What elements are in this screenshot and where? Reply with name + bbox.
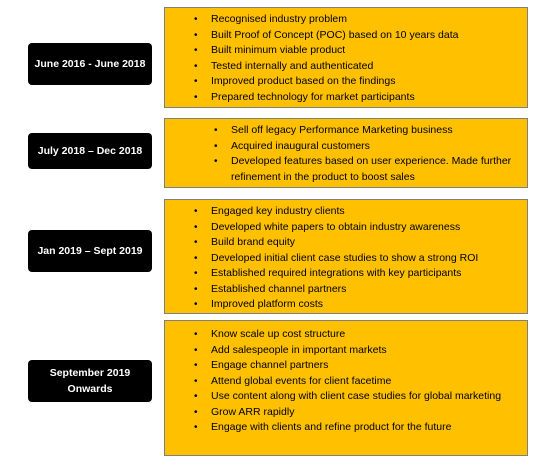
bullet-icon: • xyxy=(194,252,198,264)
bullet-icon: • xyxy=(194,375,198,387)
phase-item-list: • Sell off legacy Performance Marketing b… xyxy=(165,119,527,185)
bullet-icon: • xyxy=(214,140,218,152)
bullet-icon: • xyxy=(214,125,218,136)
phase-box: • Recognised industry problem • Built Proo… xyxy=(164,7,528,108)
bullet-icon: • xyxy=(194,91,198,103)
phase-box: • Know scale up cost structure • Add sales… xyxy=(164,320,528,456)
bullet-icon: • xyxy=(194,344,198,356)
bullet-icon: • xyxy=(194,206,198,217)
bullet-icon: • xyxy=(194,14,198,25)
bullet-icon: • xyxy=(194,237,198,248)
phase-label: September 2019 Onwards xyxy=(28,360,152,402)
bullet-icon: • xyxy=(194,76,198,87)
bullet-icon: • xyxy=(194,60,198,72)
phase-label-text: July 2018 – Dec 2018 xyxy=(37,145,143,157)
phase-item-list: • Engaged key industry clients • Developed… xyxy=(165,200,527,313)
bullet-icon: • xyxy=(214,156,218,167)
list-item: • Developed white papers to obtain indust… xyxy=(194,220,517,236)
bullet-icon: • xyxy=(194,221,198,233)
list-item: • Prepared technology for market particip… xyxy=(194,90,517,106)
list-item: • Grow ARR rapidly xyxy=(194,405,517,421)
list-item: • Know scale up cost structure xyxy=(194,327,517,343)
bullet-icon: • xyxy=(194,360,198,371)
bullet-icon: • xyxy=(194,329,198,340)
list-item: • Add salespeople in important markets xyxy=(194,343,517,359)
phase-box: • Sell off legacy Performance Marketing b… xyxy=(164,118,528,188)
bullet-icon: • xyxy=(194,406,198,418)
list-item: • Built Proof of Concept (POC) based on 1… xyxy=(194,28,517,44)
phase-item-list: • Know scale up cost structure • Add sales… xyxy=(165,321,527,436)
phase-label-text: September 2019 Onwards xyxy=(49,367,131,395)
phase-item-list: • Recognised industry problem • Built Proo… xyxy=(165,8,527,105)
bullet-icon: • xyxy=(194,422,198,433)
bullet-icon: • xyxy=(194,29,198,41)
list-item: • Established channel partners xyxy=(194,282,517,298)
bullet-icon: • xyxy=(194,391,198,402)
bullet-icon: • xyxy=(194,283,198,295)
list-item: • Use content along with client case stud… xyxy=(194,389,517,405)
list-item: • Attend global events for client facetim… xyxy=(194,374,517,390)
bullet-icon: • xyxy=(194,268,198,279)
phase-label: Jan 2019 – Sept 2019 xyxy=(28,230,152,272)
list-item: • Recognised industry problem xyxy=(194,12,517,28)
list-item: • Engage channel partners xyxy=(194,358,517,374)
list-item: • Build brand equity xyxy=(194,235,517,251)
list-item: • Developed initial client case studies t… xyxy=(194,251,517,267)
bullet-icon: • xyxy=(194,299,198,310)
list-item: • Established required integrations with … xyxy=(194,266,517,282)
list-item: • Improved platform costs xyxy=(194,297,517,313)
list-item: • Sell off legacy Performance Marketing b… xyxy=(214,123,517,139)
phase-label: June 2016 - June 2018 xyxy=(28,43,152,85)
bullet-icon: • xyxy=(194,45,198,56)
list-item: • Engage with clients and refine product … xyxy=(194,420,517,436)
list-item: • Built minimum viable product xyxy=(194,43,517,59)
phase-label-text: Jan 2019 – Sept 2019 xyxy=(37,245,143,257)
list-item: • Engaged key industry clients xyxy=(194,204,517,220)
list-item: • Tested internally and authenticated xyxy=(194,59,517,75)
phase-box: • Engaged key industry clients • Developed… xyxy=(164,199,528,314)
list-item: • Improved product based on the findings xyxy=(194,74,517,90)
phase-label: July 2018 – Dec 2018 xyxy=(28,133,152,169)
list-item: • Developed features based on user experi… xyxy=(214,155,512,183)
list-item: • Acquired inaugural customers xyxy=(214,139,517,155)
phase-label-text: June 2016 - June 2018 xyxy=(34,58,146,70)
